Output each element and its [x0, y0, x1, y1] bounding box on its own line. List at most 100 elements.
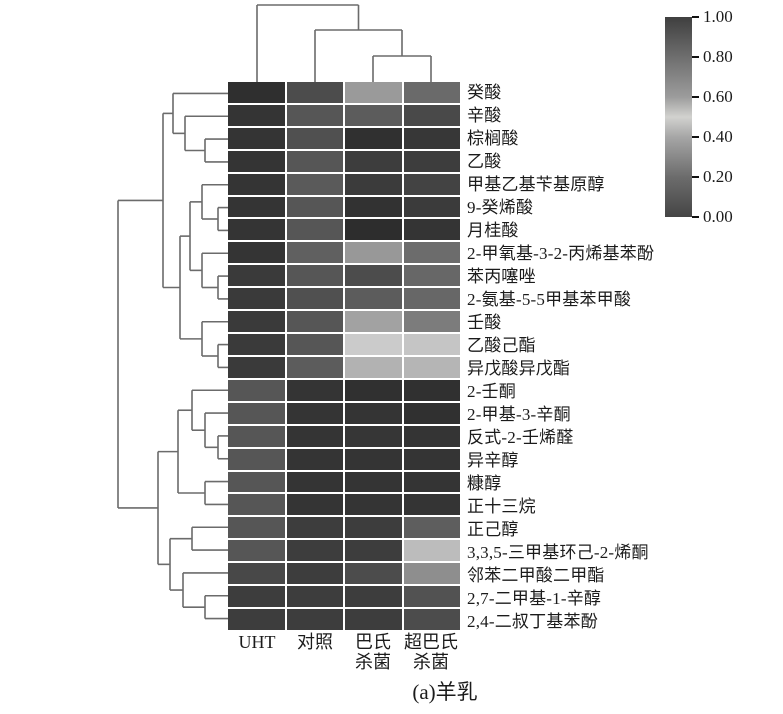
- heatmap-cell: [228, 265, 285, 287]
- heatmap-cell: [403, 196, 460, 218]
- heatmap-cell: [345, 334, 402, 355]
- heatmap-cell: [345, 219, 402, 241]
- colorbar-tick-label: 0.20: [703, 167, 733, 186]
- heatmap-cell: [403, 425, 460, 447]
- colorbar-tick: [692, 56, 699, 58]
- heatmap-cell: [403, 563, 460, 585]
- heatmap-cell: [286, 265, 343, 287]
- heatmap-cell: [286, 494, 343, 516]
- heatmap-cell: [228, 242, 285, 264]
- colorbar-tick: [692, 176, 699, 178]
- row-label: 正己醇: [467, 520, 519, 539]
- heatmap-cell: [345, 196, 402, 218]
- colorbar-tick-label: 0.60: [703, 87, 733, 106]
- colorbar-tick-label: 1.00: [703, 7, 733, 26]
- heatmap-cell: [286, 586, 343, 608]
- heatmap-cell: [403, 127, 460, 149]
- heatmap-cell: [228, 127, 285, 149]
- figure-caption: (a)羊乳: [412, 680, 478, 704]
- heatmap-cell: [345, 471, 402, 493]
- heatmap-cell: [286, 288, 343, 310]
- heatmap-cell: [228, 471, 285, 493]
- heatmap-cell: [403, 334, 460, 355]
- heatmap-cell: [345, 494, 402, 516]
- row-label: 棕榈酸: [467, 129, 519, 148]
- heatmap-cell: [403, 288, 460, 310]
- heatmap-cell: [228, 448, 285, 470]
- colorbar-tick-label: 0.40: [703, 127, 733, 146]
- heatmap-cell: [286, 82, 343, 103]
- heatmap-cell: [228, 219, 285, 241]
- row-label: 异戊酸异戊酯: [467, 359, 571, 378]
- heatmap-cell: [345, 288, 402, 310]
- row-label: 壬酸: [467, 313, 502, 332]
- heatmap-cell: [228, 517, 285, 539]
- col-label: 巴氏 杀菌: [355, 632, 391, 672]
- heatmap-cell: [345, 173, 402, 195]
- heatmap-cell: [345, 563, 402, 585]
- heatmap-cell: [228, 540, 285, 562]
- row-label: 苯丙噻唑: [467, 267, 536, 286]
- row-label: 2-壬酮: [467, 382, 516, 401]
- row-dendrogram: [117, 92, 228, 620]
- row-label: 2,7-二甲基-1-辛醇: [467, 589, 602, 608]
- row-label: 异辛醇: [467, 451, 519, 470]
- heatmap-cell: [286, 517, 343, 539]
- colorbar-tick: [692, 136, 699, 138]
- heatmap-cell: [403, 173, 460, 195]
- heatmap-cell: [345, 104, 402, 126]
- row-label: 甲基乙基苄基原醇: [467, 175, 605, 194]
- heatmap-cell: [228, 563, 285, 585]
- row-label: 邻苯二甲酸二甲酯: [467, 566, 605, 585]
- row-label: 月桂酸: [467, 221, 519, 240]
- colorbar-tick-label: 0.00: [703, 207, 733, 226]
- heatmap-cell: [228, 104, 285, 126]
- col-label: 超巴氏 杀菌: [404, 632, 458, 672]
- heatmap-cell: [228, 196, 285, 218]
- row-label: 正十三烷: [467, 497, 536, 516]
- col-label: UHT: [238, 632, 276, 652]
- heatmap-cell: [228, 288, 285, 310]
- heatmap-cell: [403, 82, 460, 103]
- row-label: 癸酸: [467, 83, 502, 102]
- heatmap-cell: [345, 402, 402, 424]
- heatmap-cell: [345, 242, 402, 264]
- colorbar-gradient: [665, 17, 692, 217]
- heatmap-cell: [286, 334, 343, 355]
- heatmap-cell: [403, 379, 460, 401]
- heatmap-cell: [345, 311, 402, 333]
- heatmap-cell: [286, 448, 343, 470]
- heatmap-cell: [286, 356, 343, 378]
- heatmap-cell: [286, 127, 343, 149]
- heatmap-cell: [286, 425, 343, 447]
- row-label: 乙酸: [467, 152, 502, 171]
- heatmap-cell: [403, 448, 460, 470]
- heatmap-cell: [345, 540, 402, 562]
- heatmap-cell: [228, 379, 285, 401]
- heatmap-cell: [345, 517, 402, 539]
- heatmap-cell: [228, 609, 285, 630]
- heatmap-cell: [286, 311, 343, 333]
- heatmap-cell: [345, 379, 402, 401]
- heatmap-cell: [403, 219, 460, 241]
- heatmap-cell: [403, 402, 460, 424]
- heatmap-cell: [286, 609, 343, 630]
- heatmap-cell: [228, 150, 285, 172]
- heatmap-cell: [345, 356, 402, 378]
- heatmap-cell: [286, 379, 343, 401]
- heatmap-cell: [228, 311, 285, 333]
- heatmap-cell: [403, 150, 460, 172]
- heatmap-cell: [228, 494, 285, 516]
- heatmap-cell: [345, 82, 402, 103]
- row-label: 反式-2-壬烯醛: [467, 428, 574, 447]
- heatmap-cell: [286, 173, 343, 195]
- heatmap-cell: [286, 242, 343, 264]
- heatmap-cell: [286, 150, 343, 172]
- heatmap-cell: [403, 586, 460, 608]
- heatmap-cell: [403, 311, 460, 333]
- heatmap-grid: [228, 82, 460, 630]
- heatmap-cell: [403, 609, 460, 630]
- heatmap-cell: [286, 219, 343, 241]
- heatmap-cell: [403, 517, 460, 539]
